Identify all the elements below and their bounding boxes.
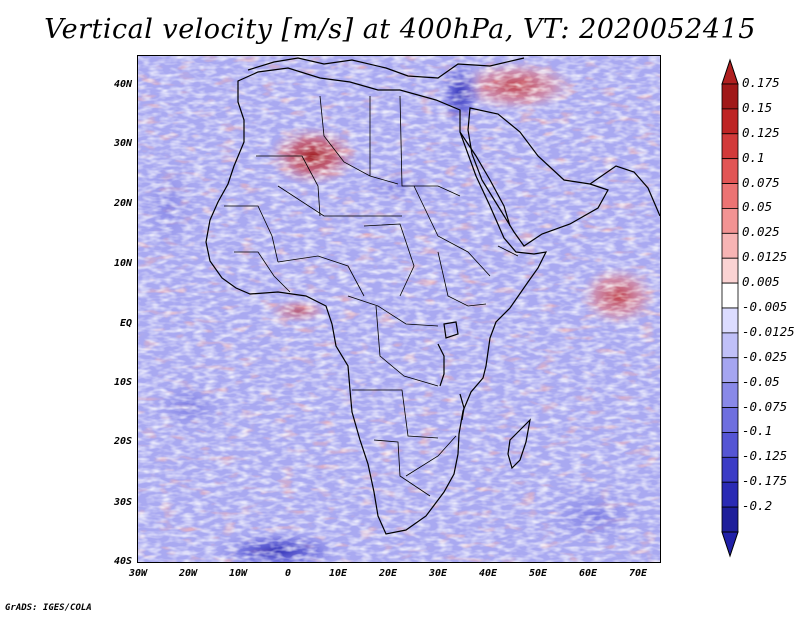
lon-label-20w: 20W [178,568,198,579]
colorbar-label: 0.125 [742,124,780,140]
colorbar-label: 0.05 [742,199,773,215]
lon-label-30e: 30E [428,568,448,579]
lat-label-30s: 30S [113,497,132,508]
lake-victoria [443,321,459,339]
colorbar-swatch [721,481,739,508]
colorbar [721,58,739,558]
colorbar-label: 0.075 [742,174,780,190]
country-borders [224,95,519,497]
colorbar-label: 0.15 [742,99,773,115]
chart-title: Vertical velocity [m/s] at 400hPa, VT: 2… [44,14,756,45]
colorbar-label: -0.05 [742,373,780,389]
colorbar-swatch [721,232,739,259]
field-streaks [138,56,660,562]
colorbar-label: -0.025 [742,348,788,364]
colorbar-label: -0.1 [742,423,773,439]
lat-label-20s: 20S [113,436,132,447]
coastlines [205,57,660,535]
colorbar-swatch [721,108,739,135]
grads-credit: GrADS: IGES/COLA [5,603,92,613]
colorbar-bottom-arrow [721,531,739,558]
lon-label-10w: 10W [228,568,248,579]
colorbar-label: 0.025 [742,224,780,240]
colorbar-label: -0.125 [742,448,788,464]
colorbar-swatch [721,357,739,384]
lat-label-20n: 20N [113,198,132,209]
colorbar-swatch [721,432,739,458]
colorbar-label: 0.005 [742,274,780,290]
arabia-coastline [467,107,609,247]
lon-label-70e: 70E [628,568,648,579]
colorbar-label: 0.1 [742,149,765,165]
colorbar-swatch [721,307,739,334]
lon-label-50e: 50E [528,568,548,579]
colorbar-swatch [721,282,739,309]
lat-label-40s: 40S [113,556,132,567]
colorbar-swatch [721,332,739,359]
lon-label-60e: 60E [578,568,598,579]
lake-malawi [459,393,465,421]
africa-coastline [205,67,548,535]
lat-label-10n: 10N [113,258,132,269]
red-sea [459,131,511,227]
colorbar-swatch [721,456,739,483]
colorbar-swatch [721,158,739,184]
lat-label-40n: 40N [113,79,132,90]
colorbar-swatch [721,407,739,433]
colorbar-swatch [721,257,739,284]
colorbar-swatch [721,382,739,408]
lat-label-10s: 10S [113,377,132,388]
colorbar-label: -0.0125 [742,323,795,339]
lat-label-30n: 30N [113,138,132,149]
lon-label-20e: 20E [378,568,398,579]
colorbar-label: -0.2 [742,498,773,514]
madagascar-coastline [507,418,531,470]
asia-coastline [589,165,660,217]
lon-label-30w: 30W [128,568,148,579]
map-panel [137,55,661,563]
colorbar-label: 0.0125 [742,249,788,265]
vertical-velocity-field [138,56,660,562]
colorbar-label: -0.005 [742,299,788,314]
colorbar-swatch [721,208,739,234]
colorbar-label: -0.175 [742,473,788,489]
colorbar-swatch [721,83,739,110]
colorbar-top-arrow [721,58,739,85]
europe-coastline [247,57,525,79]
colorbar-swatch [721,133,739,160]
colorbar-swatch [721,506,739,533]
lon-label-10e: 10E [328,568,348,579]
colorbar-label: -0.075 [742,398,788,414]
lake-tanganyika [437,343,445,387]
colorbar-label: 0.175 [742,75,780,90]
colorbar-swatch [721,183,739,209]
lat-label-eq: EQ [119,318,132,329]
lon-label-40e: 40E [478,568,498,579]
lon-label-0: 0 [284,568,292,579]
